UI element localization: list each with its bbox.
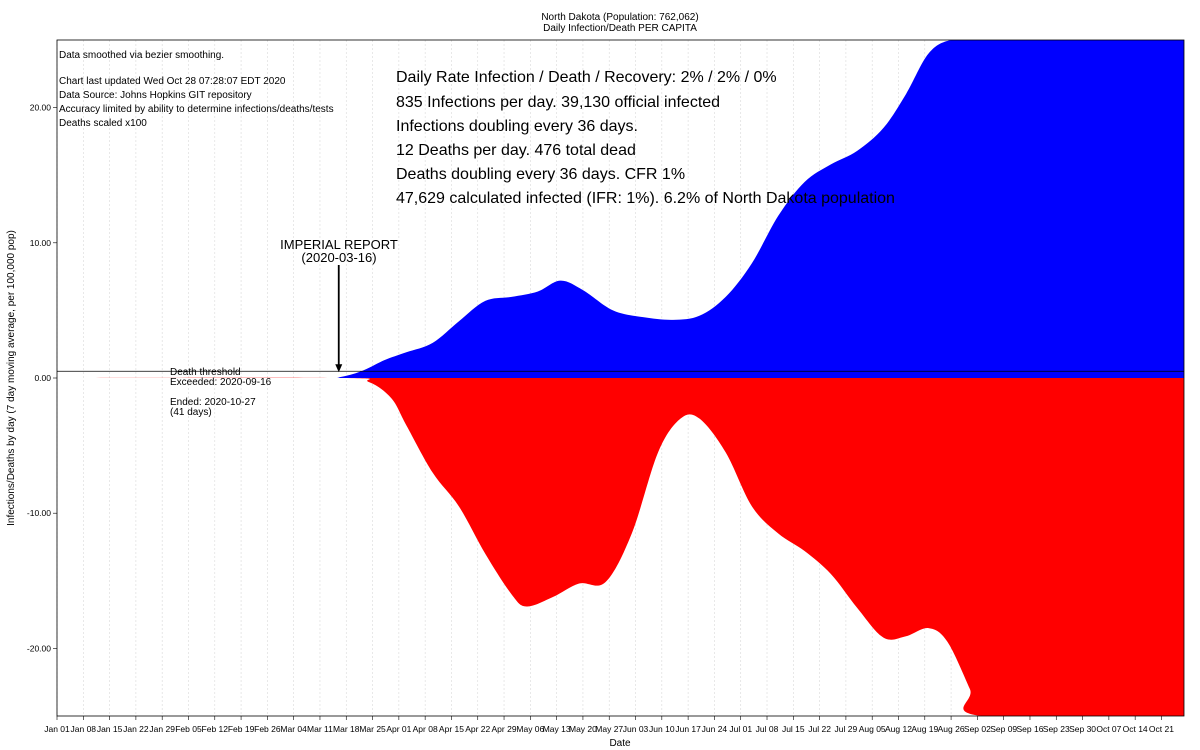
note-accuracy: Accuracy limited by ability to determine… bbox=[59, 104, 334, 115]
x-tick-label: Jan 01 bbox=[44, 724, 70, 734]
x-tick-label: Apr 15 bbox=[439, 724, 464, 734]
imperial-report-arrowhead bbox=[335, 364, 343, 373]
x-tick-label: Jul 22 bbox=[808, 724, 831, 734]
x-tick-label: Aug 26 bbox=[938, 724, 965, 734]
x-tick-label: Feb 05 bbox=[175, 724, 202, 734]
x-tick-label: Jan 15 bbox=[97, 724, 123, 734]
x-tick-label: May 06 bbox=[516, 724, 544, 734]
plot-frame bbox=[56, 39, 1185, 717]
chart-subtitle: Daily Infection/Death PER CAPITA bbox=[543, 23, 697, 34]
x-tick-label: Mar 04 bbox=[280, 724, 307, 734]
imperial-report-label: IMPERIAL REPORT bbox=[280, 237, 398, 252]
x-tick-label: Feb 19 bbox=[228, 724, 255, 734]
x-tick-label: Sep 23 bbox=[1043, 724, 1070, 734]
x-tick-label: Mar 25 bbox=[359, 724, 386, 734]
x-tick-label: Sep 09 bbox=[990, 724, 1017, 734]
note-smoothing: Data smoothed via bezier smoothing. bbox=[59, 50, 224, 61]
x-tick-label: May 13 bbox=[543, 724, 571, 734]
y-tick-label: 20.00 bbox=[30, 103, 52, 113]
y-tick-label: -20.00 bbox=[27, 643, 51, 653]
axis-layer: Jan 01 Jan 08 Jan 15 Jan 22 Jan 29 Feb 05 Feb … bbox=[27, 103, 1174, 734]
chart-title: North Dakota (Population: 762,062) bbox=[541, 12, 698, 23]
stat-death-doubling: Deaths doubling every 36 days. CFR 1% bbox=[396, 166, 685, 183]
x-tick-label: Sep 16 bbox=[1017, 724, 1044, 734]
x-tick-label: Apr 01 bbox=[386, 724, 411, 734]
x-tick-label: Jun 03 bbox=[623, 724, 649, 734]
x-tick-label: Jan 22 bbox=[123, 724, 149, 734]
stat-infection-doubling: Infections doubling every 36 days. bbox=[396, 118, 638, 135]
x-tick-label: Jun 10 bbox=[649, 724, 675, 734]
x-tick-label: Mar 18 bbox=[333, 724, 360, 734]
infections-area bbox=[57, 40, 1184, 379]
x-tick-label: Sep 02 bbox=[964, 724, 991, 734]
stat-calculated: 47,629 calculated infected (IFR: 1%). 6.… bbox=[396, 190, 895, 207]
x-tick-label: Jul 08 bbox=[756, 724, 779, 734]
x-tick-label: Jul 15 bbox=[782, 724, 805, 734]
x-tick-label: Apr 29 bbox=[492, 724, 517, 734]
area-layer bbox=[57, 40, 1184, 716]
x-tick-label: Oct 07 bbox=[1096, 724, 1121, 734]
x-tick-label: Feb 26 bbox=[254, 724, 281, 734]
x-tick-label: Jun 17 bbox=[675, 724, 701, 734]
note-scaling: Deaths scaled x100 bbox=[59, 118, 147, 129]
x-tick-label: Jul 29 bbox=[835, 724, 858, 734]
x-tick-label: Sep 30 bbox=[1069, 724, 1096, 734]
imperial-report-date: (2020-03-16) bbox=[301, 250, 376, 265]
x-tick-label: May 20 bbox=[569, 724, 597, 734]
x-tick-label: Mar 11 bbox=[307, 724, 333, 734]
x-tick-label: Aug 19 bbox=[911, 724, 938, 734]
x-tick-label: Feb 12 bbox=[202, 724, 229, 734]
x-tick-label: Aug 12 bbox=[885, 724, 912, 734]
x-tick-label: Oct 21 bbox=[1149, 724, 1174, 734]
x-tick-label: Jan 08 bbox=[71, 724, 97, 734]
x-tick-label: Jul 01 bbox=[729, 724, 752, 734]
note-source: Data Source: Johns Hopkins GIT repositor… bbox=[59, 90, 252, 101]
x-tick-label: Apr 08 bbox=[413, 724, 438, 734]
stat-infections: 835 Infections per day. 39,130 official … bbox=[396, 94, 720, 111]
threshold-label: Death threshold bbox=[170, 367, 241, 378]
x-tick-label: May 27 bbox=[595, 724, 623, 734]
y-tick-label: 0.00 bbox=[34, 373, 51, 383]
x-tick-label: Oct 14 bbox=[1123, 724, 1148, 734]
x-tick-label: Aug 05 bbox=[859, 724, 886, 734]
y-axis-label: Infections/Deaths by day (7 day moving a… bbox=[6, 230, 17, 526]
note-updated: Chart last updated Wed Oct 28 07:28:07 E… bbox=[59, 76, 286, 87]
x-axis-label: Date bbox=[609, 738, 631, 749]
deaths-area bbox=[57, 377, 1184, 716]
x-tick-label: Jan 29 bbox=[149, 724, 175, 734]
stat-deaths: 12 Deaths per day. 476 total dead bbox=[396, 142, 636, 159]
y-tick-label: 10.00 bbox=[30, 238, 52, 248]
threshold-exceeded: Exceeded: 2020-09-16 bbox=[170, 377, 272, 388]
threshold-days: (41 days) bbox=[170, 407, 212, 418]
threshold-ended: Ended: 2020-10-27 bbox=[170, 397, 256, 408]
x-tick-label: Apr 22 bbox=[465, 724, 490, 734]
stat-rates: Daily Rate Infection / Death / Recovery:… bbox=[396, 69, 777, 86]
y-tick-label: -10.00 bbox=[27, 508, 51, 518]
x-tick-label: Jun 24 bbox=[702, 724, 728, 734]
